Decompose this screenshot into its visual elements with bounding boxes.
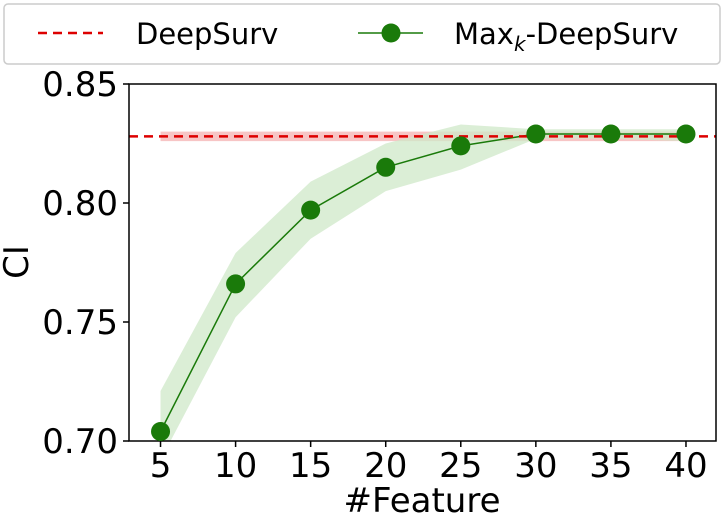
x-tick-label: 35 [589, 446, 632, 486]
legend-maxk-label: Maxk-DeepSurv [454, 17, 678, 56]
y-tick-label: 0.75 [42, 303, 118, 343]
maxk-deepsurv-point [151, 421, 171, 441]
x-tick-label: 20 [364, 446, 407, 486]
maxk-deepsurv-point [676, 124, 696, 144]
maxk-deepsurv-point [226, 274, 246, 294]
maxk-markers [151, 124, 696, 441]
x-tick-label: 40 [664, 446, 707, 486]
legend-deepsurv-label: DeepSurv [136, 17, 278, 51]
x-axis-label: #Feature [344, 481, 501, 520]
y-axis-label: CI [0, 245, 37, 279]
maxk-deepsurv-band [160, 124, 686, 441]
x-tick-label: 25 [439, 446, 482, 486]
legend-maxk-label-sub: k [514, 32, 527, 56]
legend-maxk-label-main: Max [454, 17, 514, 51]
legend: DeepSurv Maxk-DeepSurv [3, 3, 721, 65]
y-tick-label: 0.80 [42, 184, 118, 224]
x-tick-label: 15 [289, 446, 332, 486]
maxk-deepsurv-point [301, 200, 321, 220]
x-tick-label: 5 [150, 446, 172, 486]
x-tick-label: 30 [514, 446, 557, 486]
y-tick-label: 0.85 [42, 65, 118, 105]
legend-frame [3, 3, 721, 65]
plot-area-frame [128, 83, 717, 442]
y-tick-label: 0.70 [42, 422, 118, 462]
maxk-deepsurv-point [451, 136, 471, 156]
legend-maxk-label-rest: -DeepSurv [526, 17, 679, 51]
legend-maxk-marker [381, 23, 401, 43]
maxk-deepsurv-point [601, 124, 621, 144]
maxk-deepsurv-line [159, 133, 686, 432]
maxk-deepsurv-point [526, 124, 546, 144]
x-tick-label: 10 [214, 446, 257, 486]
maxk-deepsurv-point [376, 157, 396, 177]
